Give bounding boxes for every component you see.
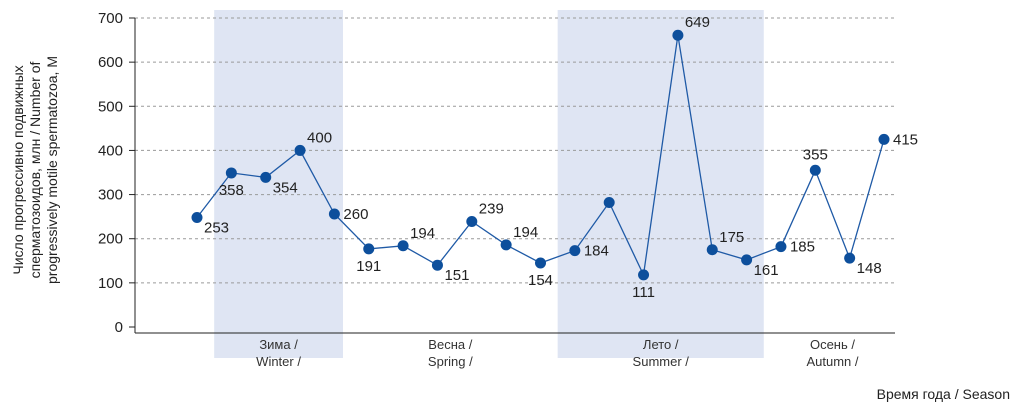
y-tick-label-100: 100 [98, 275, 123, 292]
axes [134, 18, 895, 334]
data-label-6: 194 [410, 225, 435, 242]
y-tick-label-200: 200 [98, 231, 123, 248]
data-point-0 [191, 212, 203, 224]
season-band-2 [557, 10, 764, 358]
data-label-1: 358 [219, 182, 244, 199]
data-point-16 [741, 254, 753, 266]
season-label-1-1: Spring / [428, 354, 473, 369]
season-label-1-0: Весна / [428, 337, 472, 352]
data-point-13 [638, 269, 650, 281]
data-point-11 [569, 245, 581, 257]
y-tick-label-600: 600 [98, 54, 123, 71]
data-label-8: 239 [479, 200, 504, 217]
season-label-2-1: Summer / [633, 354, 690, 369]
y-axis-title-line-2: progressively motile spermatozoa, M [44, 56, 60, 284]
data-label-4: 260 [343, 206, 368, 223]
season-label-0-0: Зима / [259, 337, 298, 352]
season-label-3-1: Autumn / [806, 354, 858, 369]
data-point-6 [397, 240, 409, 252]
data-label-9: 194 [513, 224, 538, 241]
data-point-1 [225, 167, 237, 179]
data-label-18: 355 [803, 146, 828, 163]
data-point-15 [706, 244, 718, 256]
data-label-7: 151 [444, 267, 469, 284]
season-label-3-0: Осень / [810, 337, 855, 352]
data-point-9 [500, 239, 512, 251]
data-labels: 253 358 354 400 260 191 194 151 239 194 154 184 111 6… [204, 14, 918, 301]
data-point-5 [363, 243, 375, 255]
x-axis-title: Время года / Season [877, 386, 1010, 402]
data-label-3: 400 [307, 129, 332, 146]
data-label-16: 161 [754, 262, 779, 279]
y-axis-title-line-1: сперматозоидов, млн / Number of [27, 62, 43, 279]
data-point-4 [328, 208, 340, 220]
season-bands [214, 10, 764, 358]
data-label-13: 111 [632, 284, 655, 301]
data-label-15: 175 [719, 229, 744, 246]
grid-lines [135, 17, 895, 284]
y-tick-label-400: 400 [98, 142, 123, 159]
y-tick-label-700: 700 [98, 10, 123, 27]
data-label-17: 185 [790, 239, 815, 256]
season-label-2-0: Лето / [643, 337, 679, 352]
data-point-2 [260, 171, 272, 183]
season-labels: Зима / Winter / Весна / Spring / Лето / Summe… [256, 337, 859, 369]
data-point-3 [294, 144, 306, 156]
season-label-0-1: Winter / [256, 354, 301, 369]
data-point-20 [878, 133, 890, 145]
y-tick-label-300: 300 [98, 187, 123, 204]
data-points [191, 29, 890, 281]
data-label-20: 415 [893, 131, 918, 148]
data-label-11: 184 [584, 243, 609, 260]
data-label-2: 354 [273, 179, 298, 196]
data-label-10: 154 [528, 272, 553, 289]
data-point-8 [466, 215, 478, 227]
data-point-17 [775, 241, 787, 253]
y-tick-label-500: 500 [98, 98, 123, 115]
data-point-12 [603, 197, 615, 209]
data-point-7 [431, 259, 443, 271]
data-point-10 [535, 257, 546, 269]
y-axis-title-line-0: Число прогрессивно подвижных [10, 65, 26, 274]
data-point-18 [809, 164, 821, 176]
data-point-14 [672, 29, 684, 41]
y-axis-title: Число прогрессивно подвижныхсперматозоид… [10, 56, 60, 284]
data-label-14: 649 [685, 14, 710, 31]
data-label-5: 191 [356, 258, 381, 275]
season-band-0 [214, 10, 343, 358]
data-point-19 [844, 252, 856, 264]
y-tick-labels: 0 100 200 300 400 500 600 700 [98, 10, 135, 336]
data-label-19: 148 [857, 260, 882, 277]
data-label-0: 253 [204, 220, 229, 237]
y-tick-label-0: 0 [115, 319, 123, 336]
